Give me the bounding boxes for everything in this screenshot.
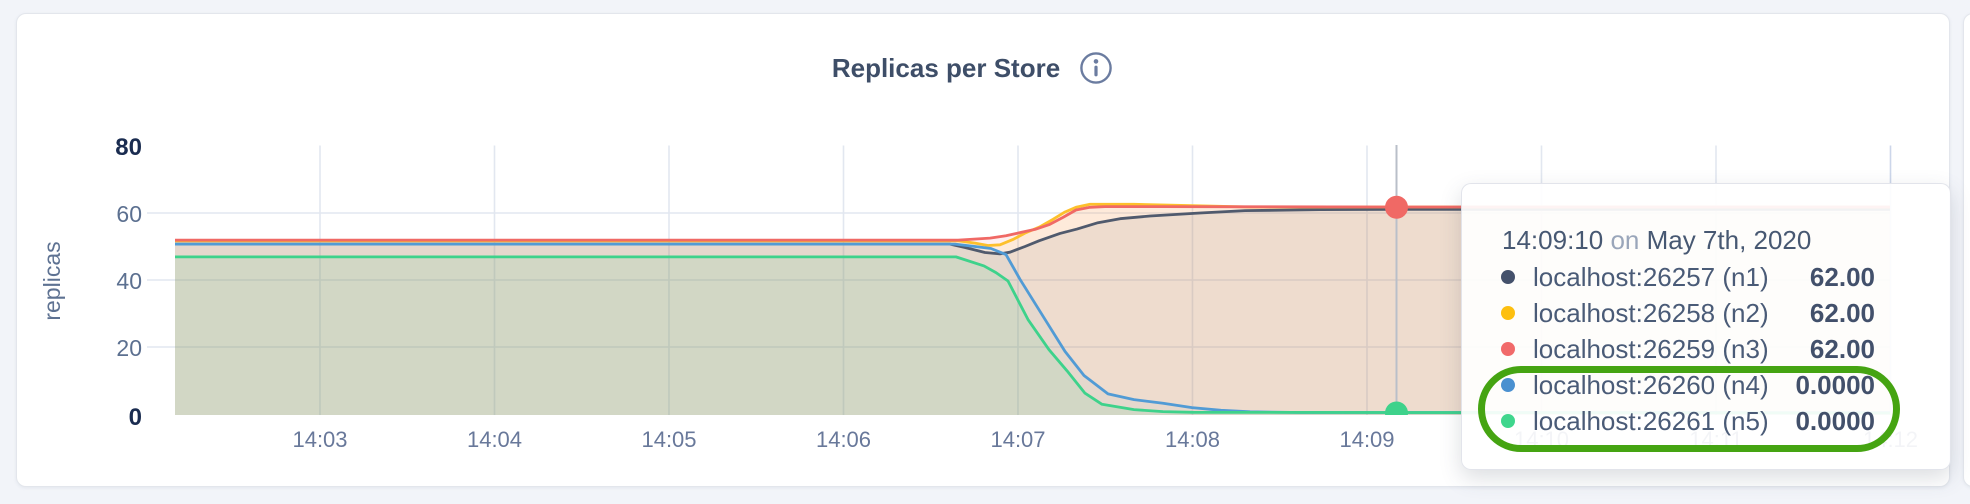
svg-text:14:08: 14:08 xyxy=(1165,427,1220,452)
svg-text:14:05: 14:05 xyxy=(641,427,696,452)
svg-text:replicas: replicas xyxy=(39,241,65,320)
svg-text:40: 40 xyxy=(116,268,142,294)
svg-text:20: 20 xyxy=(116,335,142,361)
svg-text:14:07: 14:07 xyxy=(990,427,1045,452)
svg-text:80: 80 xyxy=(115,134,142,161)
svg-text:14:06: 14:06 xyxy=(816,427,871,452)
svg-text:0: 0 xyxy=(129,404,142,431)
svg-text:14:04: 14:04 xyxy=(467,427,522,452)
svg-text:60: 60 xyxy=(116,201,142,227)
svg-text:14:03: 14:03 xyxy=(292,427,347,452)
svg-text:14:09: 14:09 xyxy=(1339,427,1394,452)
